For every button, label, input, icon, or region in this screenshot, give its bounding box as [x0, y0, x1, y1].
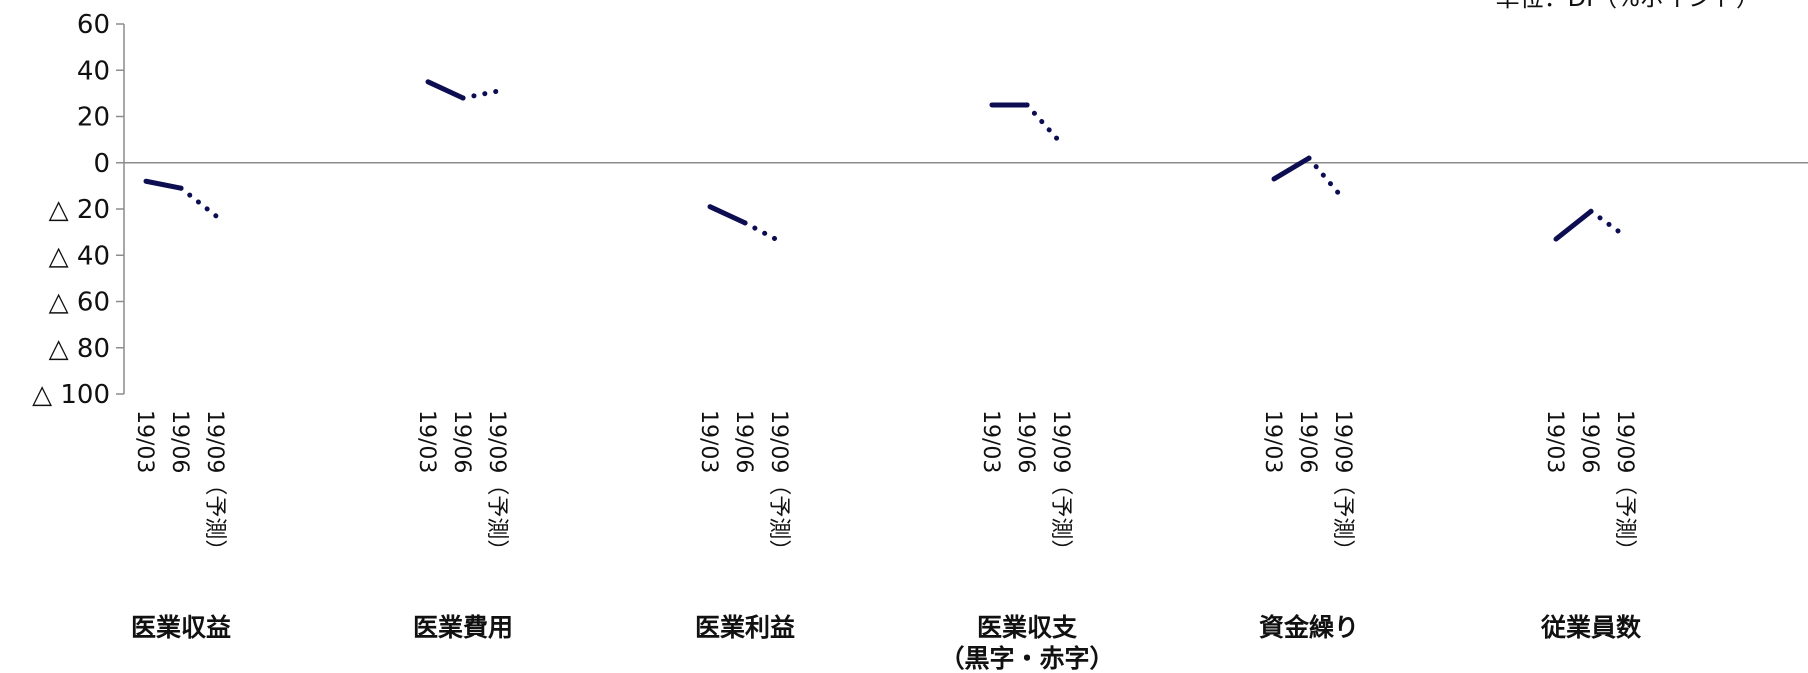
y-axis: 60 40 20 0 △ 20 △ 40 △ 60 △ 80 △ 100: [32, 10, 125, 410]
x-tick-label: 19/09（予測）: [484, 410, 509, 561]
category-labels: 医業収益 医業費用 医業利益 医業収支（黒字・赤字） 資金繰り 従業員数: [131, 613, 1642, 673]
series-line-actual: [425, 79, 466, 101]
x-tick-label: 19/06: [1013, 410, 1038, 473]
data-point: [1026, 104, 1028, 106]
x-tick-label: 19/03: [1260, 410, 1285, 473]
series-line-forecast: [460, 88, 501, 101]
x-tick-label: 19/03: [414, 410, 439, 473]
category-label: 資金繰り: [1259, 613, 1359, 642]
data-point: [1590, 210, 1592, 212]
y-tick-label: 60: [77, 10, 110, 40]
series-line-forecast: [1024, 102, 1065, 147]
data-point: [215, 215, 217, 217]
x-tick-label: 19/06: [1577, 410, 1602, 473]
data-point: [497, 90, 499, 92]
category-label: 医業収益: [131, 613, 231, 642]
x-tick-label: 19/09（予測）: [766, 410, 791, 561]
y-tick-label: 40: [77, 56, 110, 86]
y-tick-label: △ 20: [49, 195, 110, 225]
x-tick-label: 19/09（予測）: [202, 410, 227, 561]
data-point: [709, 206, 711, 208]
data-point: [779, 240, 781, 242]
x-tick-label: 19/09（予測）: [1330, 410, 1355, 561]
series-line-forecast: [742, 220, 783, 244]
series-line-actual: [143, 178, 184, 191]
series-line-actual: [1553, 208, 1594, 242]
x-tick-label: 19/03: [978, 410, 1003, 473]
data-point: [1061, 143, 1063, 145]
x-tick-label: 19/06: [1295, 410, 1320, 473]
x-tick-label: 19/03: [696, 410, 721, 473]
x-tick-label: 19/03: [1542, 410, 1567, 473]
data-point: [462, 97, 464, 99]
data-point: [1308, 157, 1310, 159]
x-tick-label: 19/06: [167, 410, 192, 473]
unit-label: 単位：DI（%ポイント）: [1496, 0, 1760, 12]
data-point: [427, 81, 429, 83]
data-point: [1625, 236, 1627, 238]
x-tick-label: 19/06: [449, 410, 474, 473]
series-line-forecast: [1306, 155, 1347, 203]
series-line-actual: [707, 204, 748, 226]
data-point: [180, 187, 182, 189]
series-group: [143, 79, 1629, 244]
y-tick-label: △ 80: [49, 334, 110, 364]
data-point: [1273, 178, 1275, 180]
x-tick-label: 19/03: [132, 410, 157, 473]
category-label: 医業費用: [413, 613, 513, 642]
y-tick-label: △ 100: [32, 380, 110, 410]
category-label: 医業収支（黒字・赤字）: [939, 613, 1114, 673]
x-tick-label: 19/09（予測）: [1048, 410, 1073, 561]
data-point: [991, 104, 993, 106]
y-tick-label: 20: [77, 103, 110, 133]
data-point: [145, 180, 147, 182]
data-point: [1555, 238, 1557, 240]
data-point: [1343, 199, 1345, 201]
category-label: 従業員数: [1540, 613, 1642, 642]
x-tick-label: 19/06: [731, 410, 756, 473]
series-line-forecast: [178, 185, 219, 219]
y-tick-label: △ 40: [49, 241, 110, 271]
category-label: 医業利益: [695, 613, 795, 642]
series-line-actual: [1271, 155, 1312, 182]
series-line-forecast: [1588, 208, 1629, 240]
y-tick-label: △ 60: [49, 288, 110, 318]
x-axis-labels: 19/03 19/06 19/09（予測） 19/03 19/06 19/09（予測） 19…: [132, 410, 1637, 561]
x-tick-label: 19/09（予測）: [1612, 410, 1637, 561]
data-point: [744, 222, 746, 224]
y-tick-label: 0: [93, 149, 110, 179]
